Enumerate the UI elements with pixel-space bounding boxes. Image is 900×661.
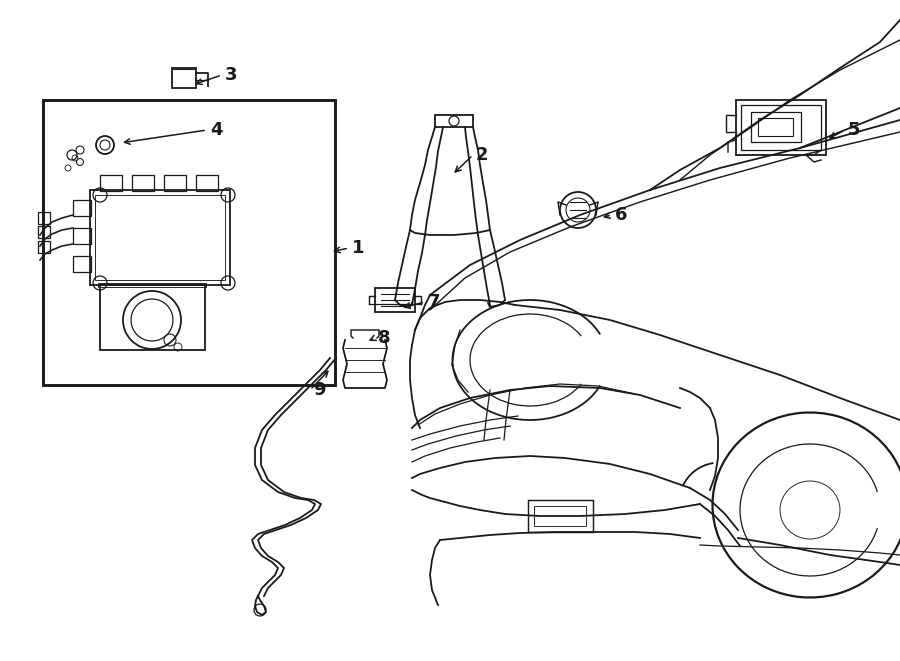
Bar (435, 115, 473, 127)
Text: 8: 8 (378, 329, 391, 347)
Text: 6: 6 (615, 206, 627, 224)
Bar (100, 175, 122, 191)
Bar (38, 241, 50, 253)
Text: 1: 1 (352, 239, 365, 257)
Text: 4: 4 (210, 121, 222, 139)
Text: 7: 7 (428, 293, 440, 311)
Bar (73, 200, 91, 216)
Bar (534, 506, 586, 526)
Text: 9: 9 (313, 381, 326, 399)
Bar (758, 118, 793, 136)
Bar (73, 228, 91, 244)
Bar (90, 190, 230, 285)
Bar (172, 68, 196, 88)
Text: 2: 2 (476, 146, 489, 164)
Bar (164, 175, 186, 191)
Bar (38, 226, 50, 238)
Bar (98, 283, 206, 287)
Bar (751, 112, 801, 142)
Bar (100, 285, 205, 350)
Bar (741, 105, 821, 150)
Bar (38, 212, 50, 224)
Bar (43, 100, 335, 385)
Bar (196, 175, 218, 191)
Bar (736, 100, 826, 155)
Text: 3: 3 (225, 66, 238, 84)
Bar (73, 256, 91, 272)
Text: 5: 5 (848, 121, 860, 139)
Bar (375, 288, 415, 312)
Bar (132, 175, 154, 191)
Bar (528, 500, 593, 532)
Bar (95, 195, 225, 280)
